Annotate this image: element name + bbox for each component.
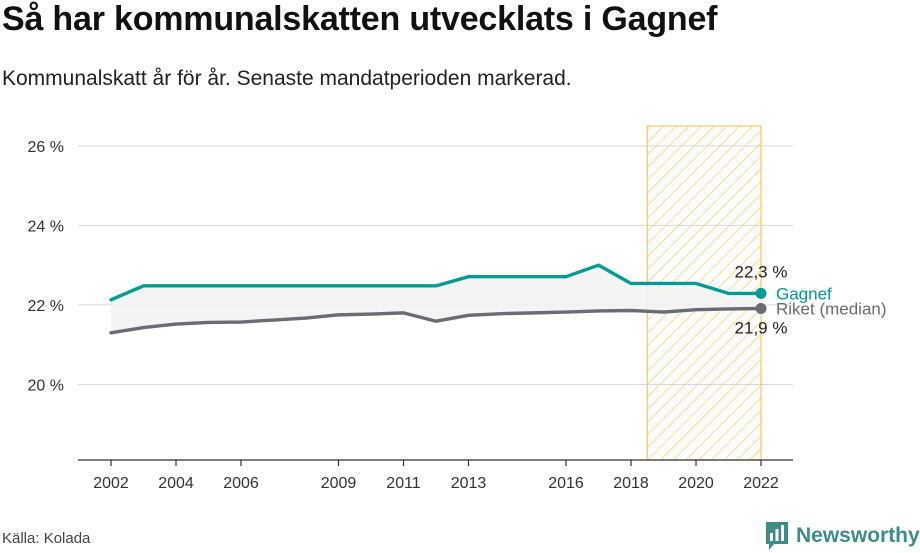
- x-tick-label: 2004: [158, 475, 194, 492]
- x-tick-label: 2020: [678, 475, 714, 492]
- x-tick-label: 2018: [613, 475, 649, 492]
- gagnef-line: [109, 263, 763, 302]
- x-tick-label: 2013: [451, 475, 487, 492]
- chart-subtitle: Kommunalskatt år för år. Senaste mandatp…: [2, 67, 572, 90]
- y-tick-label: 26 %: [28, 139, 64, 156]
- difference-fill: [111, 265, 761, 333]
- y-tick-label: 22 %: [28, 298, 64, 315]
- x-tick-label: 2011: [386, 475, 421, 492]
- x-tick-label: 2002: [93, 475, 129, 492]
- riket-series-label: Riket (median): [776, 300, 887, 319]
- chart-title: Så har kommunalskatten utvecklats i Gagn…: [2, 0, 718, 38]
- x-tick-label: 2006: [223, 475, 259, 492]
- y-tick-label: 24 %: [28, 218, 64, 235]
- source-note: Källa: Kolada: [2, 530, 91, 547]
- x-tick-label: 2016: [548, 475, 584, 492]
- x-tick-label: 2022: [743, 475, 779, 492]
- brand-name: Newsworthy: [796, 524, 920, 547]
- series-lines: [109, 263, 767, 335]
- gagnef-end-point: [755, 287, 767, 299]
- riket-line: [109, 306, 763, 335]
- newsworthy-logo-icon: [766, 522, 788, 550]
- gagnef-series-label: Gagnef: [776, 284, 832, 303]
- x-axis: 2002 2004 2006 2009 2011 2013 2016 2018 2020 2022: [78, 459, 793, 492]
- difference-area: [111, 265, 761, 333]
- brand-logo: Newsworthy: [764, 519, 920, 553]
- y-tick-label: 20 %: [28, 377, 64, 394]
- riket-end-point: [755, 303, 767, 315]
- riket-value-label: 21,9 %: [735, 319, 788, 338]
- gagnef-value-label: 22,3 %: [735, 262, 788, 281]
- x-tick-label: 2009: [321, 475, 357, 492]
